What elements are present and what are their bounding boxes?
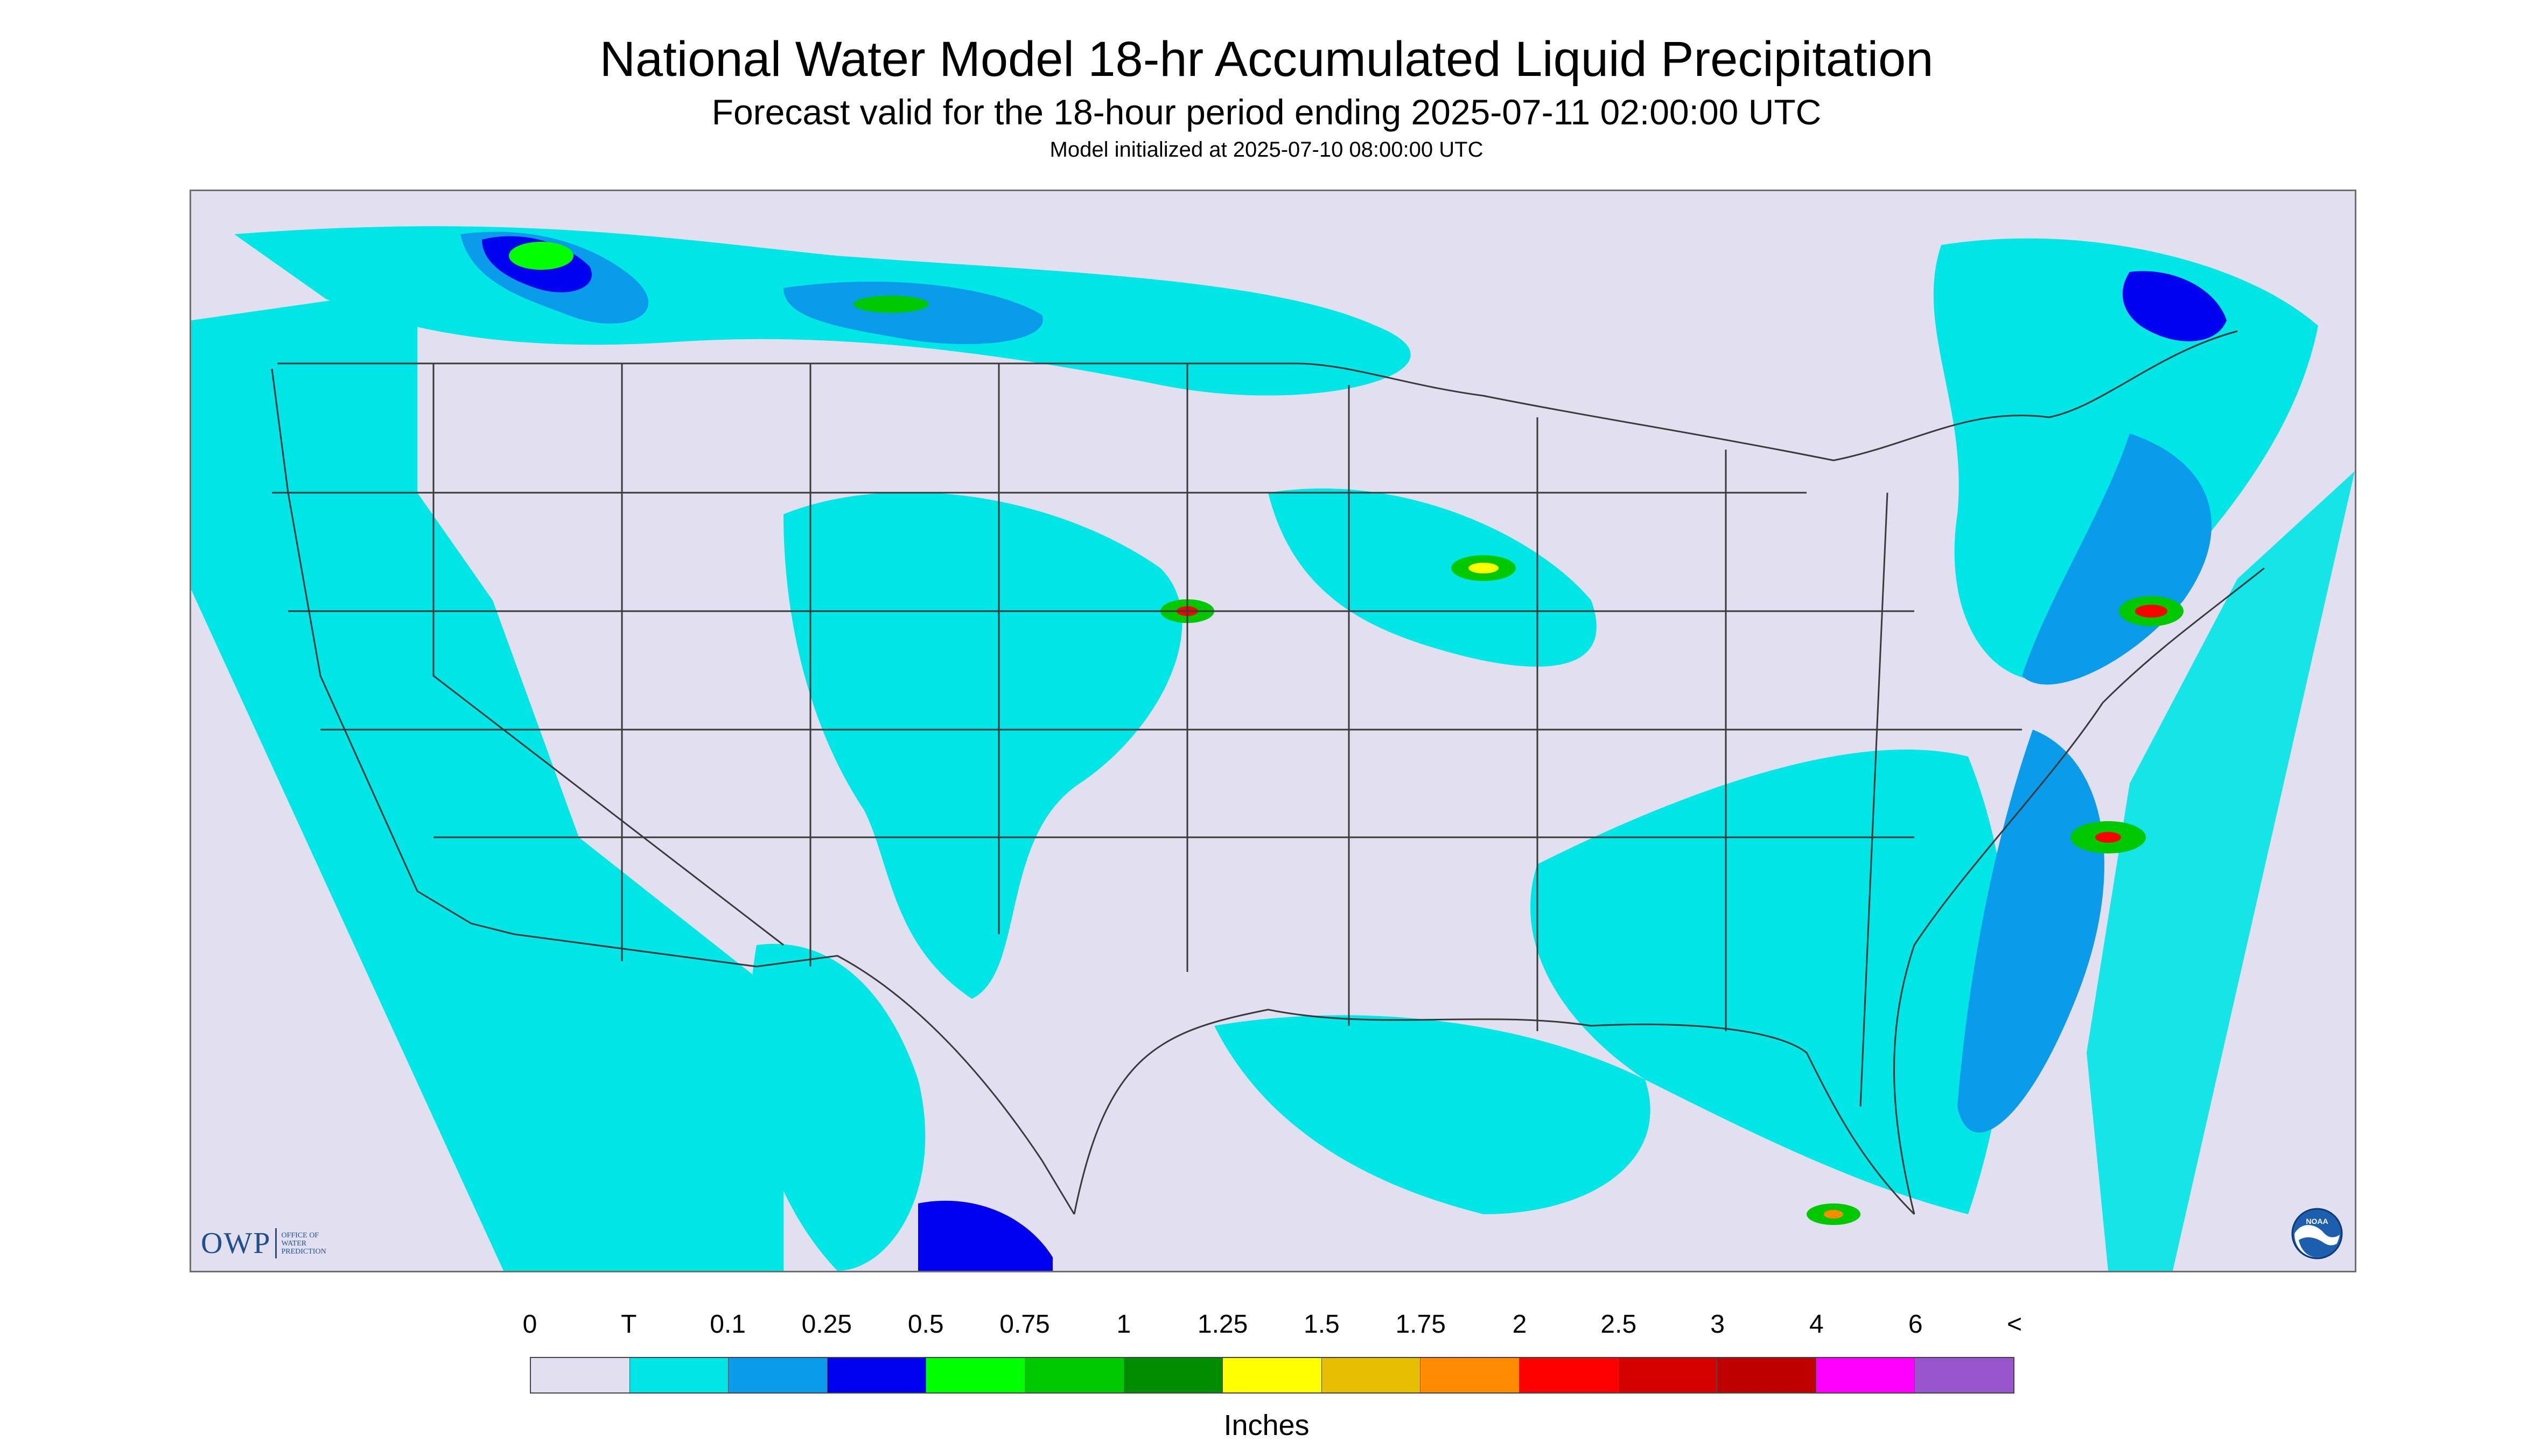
deep-blue-northeast: [2122, 271, 2227, 341]
owp-logo: OWP OFFICE OF WATER PREDICTION: [201, 1226, 326, 1261]
legend-units: Inches: [1223, 1409, 1310, 1441]
legend-tick-label: 0.5: [907, 1310, 944, 1339]
legend-swatch: [1717, 1358, 1816, 1392]
legend-tick-label: 1.25: [1197, 1310, 1248, 1339]
blue-atlantic: [1957, 730, 2104, 1133]
legend-swatch: [1915, 1358, 2013, 1392]
florida-core-orange: [1824, 1210, 1843, 1219]
map-canvas: [191, 226, 2355, 1271]
noaa-logo: NOAA: [2291, 1208, 2343, 1259]
legend-tick-label: 1: [1116, 1310, 1131, 1339]
legend-tick-label: 1.5: [1304, 1310, 1340, 1339]
blue-band-north-2: [783, 282, 1043, 345]
legend-swatch: [1421, 1358, 1520, 1392]
deep-blue-mexico: [918, 1200, 1053, 1271]
iowa-core-yellow: [1468, 563, 1499, 573]
legend-tick-label: 0.75: [999, 1310, 1050, 1339]
legend-tick-label: 2: [1512, 1310, 1527, 1339]
legend-tick-label: 1.75: [1395, 1310, 1446, 1339]
legend-swatch: [629, 1358, 729, 1392]
green-core-north: [509, 242, 573, 270]
owp-logo-divider: [275, 1228, 277, 1258]
atlantic-core-red: [2095, 832, 2121, 843]
legend-swatch: [1124, 1358, 1223, 1392]
outside-domain-right: [2194, 482, 2355, 1271]
owp-line-2: WATER: [281, 1239, 307, 1248]
owp-logo-text: OFFICE OF WATER PREDICTION: [281, 1231, 326, 1256]
state-line-1: [432, 363, 784, 946]
east-coast: [1893, 567, 2265, 1215]
legend-swatch: [1816, 1358, 1915, 1392]
green-core-north-2: [853, 296, 929, 313]
legend-colorbar: [530, 1357, 2014, 1394]
southeast-precip: [1530, 749, 2009, 1214]
owp-logo-mark: OWP: [201, 1227, 271, 1260]
outside-domain-left: [191, 590, 493, 1271]
legend-tick-label: 0: [522, 1310, 537, 1339]
upper-midwest-precip: [1268, 488, 1597, 667]
eastern-domain-wedge: [2087, 471, 2355, 1271]
mexico-precip: [749, 943, 926, 1271]
us-canada-border: [277, 330, 2238, 461]
map-title: National Water Model 18-hr Accumulated L…: [599, 32, 1934, 87]
legend-tick-label: T: [621, 1310, 637, 1339]
legend-swatch: [1321, 1358, 1421, 1392]
precipitation-map: OWP OFFICE OF WATER PREDICTION NOAA: [190, 190, 2356, 1272]
legend-tick-label: 3: [1710, 1310, 1725, 1339]
legend-swatch: [1618, 1358, 1718, 1392]
owp-line-3: PREDICTION: [281, 1247, 326, 1256]
legend-tick-label: 2.5: [1600, 1310, 1637, 1339]
legend-swatch: [531, 1358, 630, 1392]
legend-swatch: [1223, 1358, 1322, 1392]
legend-tick-label: <: [2006, 1310, 2023, 1339]
legend-tick-label: 0.25: [801, 1310, 852, 1339]
state-line-9: [1859, 492, 1888, 1107]
noaa-logo-text: NOAA: [2306, 1217, 2328, 1226]
legend-tick-label: 0.1: [710, 1310, 746, 1339]
legend-swatch: [1519, 1358, 1619, 1392]
legend-tick-label: 6: [1908, 1310, 1923, 1339]
ny-core-red: [2135, 605, 2167, 618]
legend-swatch: [1025, 1358, 1124, 1392]
gulf-coast: [1073, 1009, 1915, 1215]
map-subtitle: Forecast valid for the 18-hour period en…: [711, 92, 1822, 132]
legend-tick-label: 4: [1809, 1310, 1824, 1339]
legend-swatch: [729, 1358, 828, 1392]
political-boundaries: [271, 330, 2265, 1215]
plains-precip-area: [783, 492, 1182, 999]
gulf-precip: [1214, 1015, 1650, 1214]
western-domain-wedge: [191, 288, 783, 1271]
legend-swatch: [926, 1358, 1025, 1392]
model-init-line: Model initialized at 2025-07-10 08:00:00…: [1049, 138, 1484, 162]
owp-line-1: OFFICE OF: [281, 1231, 319, 1240]
us-mexico-border: [514, 933, 1075, 1215]
legend-swatch: [827, 1358, 927, 1392]
blue-east-coast: [2022, 433, 2212, 685]
